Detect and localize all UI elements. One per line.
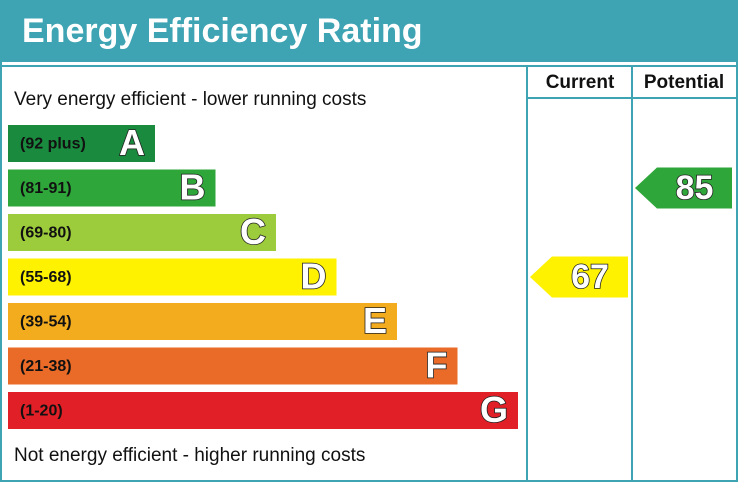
band-bar [8,347,458,385]
rating-arrow [530,256,628,298]
band-bar [8,392,518,429]
band-range: (69-80) [20,225,72,242]
band-bar [8,169,216,207]
band-range: (39-54) [20,314,72,331]
column-header: Current [546,72,615,93]
band-letter: B [180,167,206,208]
band-letter: C [240,211,266,252]
column-header: Potential [644,72,724,93]
band-range: (1-20) [20,403,63,420]
band-bar [8,258,337,296]
band-bar [8,303,397,340]
rating-value: 67 [571,258,609,296]
band-letter: D [301,256,327,297]
title-bar [0,0,738,62]
band-bar [8,125,155,162]
top-note: Very energy efficient - lower running co… [14,89,366,110]
band-range: (92 plus) [20,136,86,153]
rating-value: 85 [676,169,714,207]
band-range: (21-38) [20,358,72,375]
band-letter: E [363,300,387,341]
band-letter: A [119,122,145,163]
bottom-note: Not energy efficient - higher running co… [14,445,365,466]
rating-arrow [635,167,732,209]
band-range: (55-68) [20,269,72,286]
band-range: (81-91) [20,180,72,197]
band-letter: G [480,389,508,430]
band-bar [8,214,276,251]
band-letter: F [426,345,448,386]
title: Energy Efficiency Rating [22,12,423,50]
